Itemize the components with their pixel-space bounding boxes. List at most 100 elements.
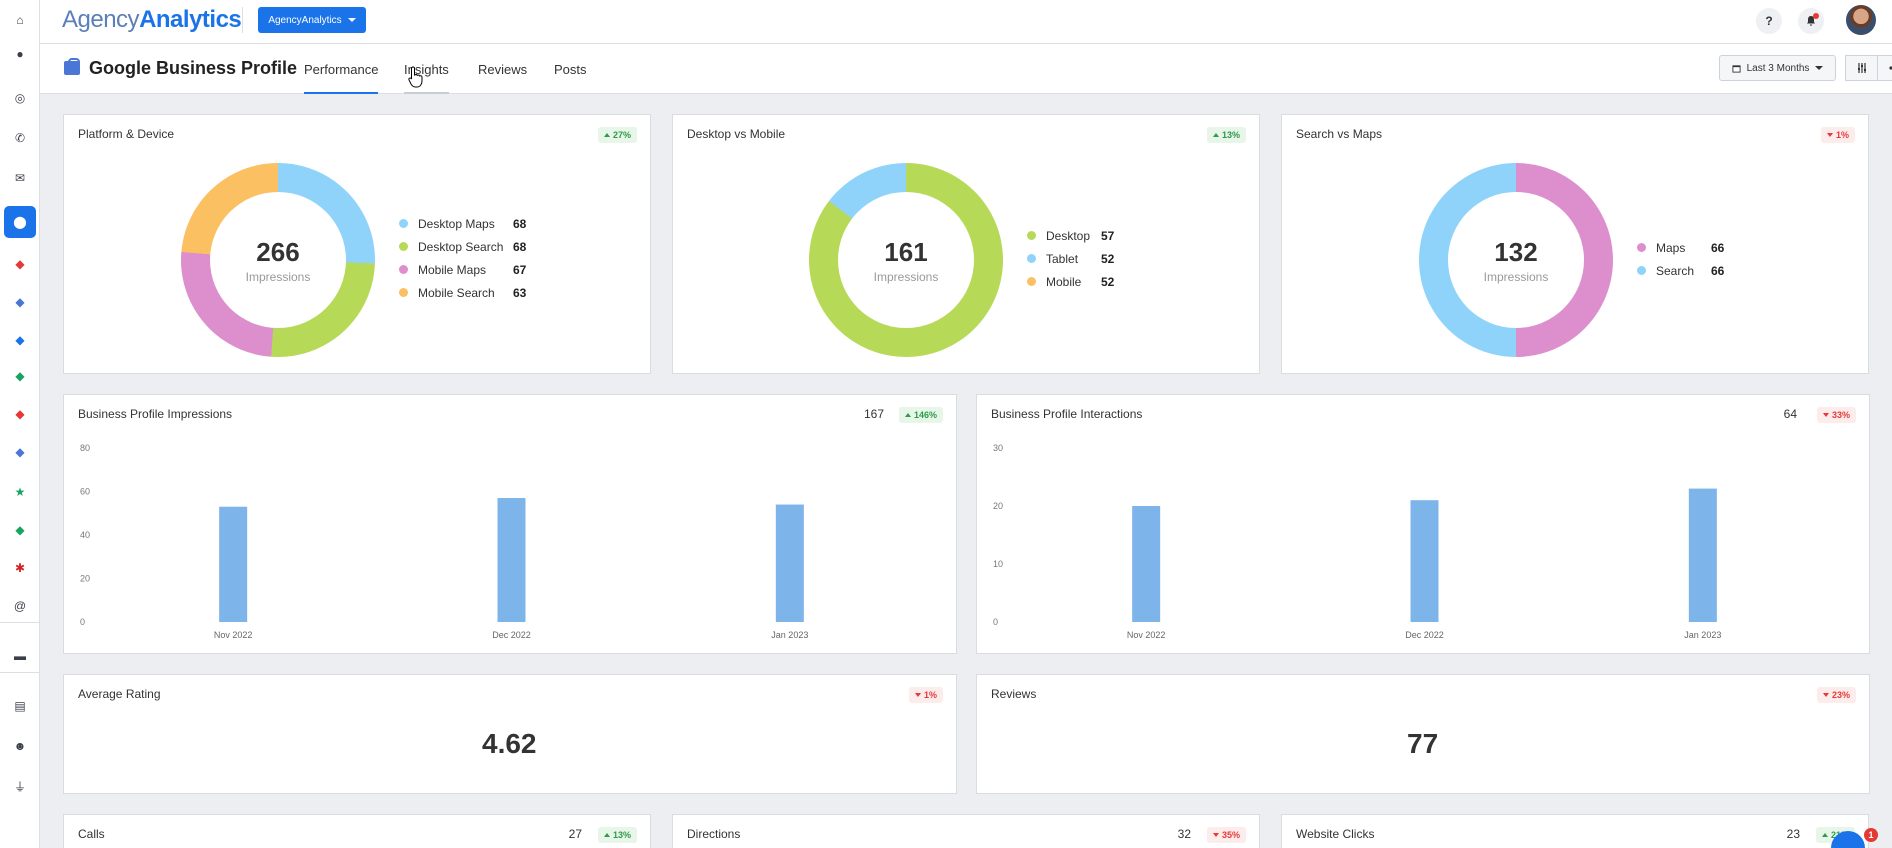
legend-label: Mobile (1046, 274, 1082, 289)
home-icon: ⌂ (16, 13, 24, 27)
bar[interactable] (219, 506, 248, 622)
notifications-button[interactable] (1798, 8, 1824, 34)
date-range-button[interactable]: Last 3 Months (1719, 55, 1836, 81)
card-title: Reviews (991, 687, 1037, 701)
y-tick-label: 0 (993, 617, 998, 627)
legend-item[interactable]: Search 66 (1637, 259, 1724, 282)
report-header: Google Business Profile Performance Insi… (40, 44, 1892, 94)
legend-item[interactable]: Tablet 52 (1027, 247, 1114, 270)
rail-item-8[interactable]: ◆ (4, 286, 36, 318)
plug-icon: ⏚ (13, 779, 26, 794)
change-badge: 1% (1820, 127, 1855, 143)
bar[interactable] (775, 504, 804, 622)
rail-item-15[interactable]: ✱ (4, 552, 36, 584)
desktop-vs-mobile-card: Desktop vs Mobile 13% 161 Impressions De… (672, 114, 1260, 374)
bar[interactable] (1688, 488, 1717, 622)
donut-total-label: Impressions (873, 269, 939, 284)
badge-value: 1% (1835, 130, 1849, 140)
rail-item-10[interactable]: ◆ (4, 360, 36, 392)
legend-item[interactable]: Desktop Maps 68 (399, 212, 526, 235)
card-title: Business Profile Impressions (78, 407, 233, 421)
y-tick-label: 20 (993, 501, 1003, 511)
rail-item-11[interactable]: ◆ (4, 398, 36, 430)
legend-item[interactable]: Mobile Search 63 (399, 281, 526, 304)
rail-item-19[interactable]: ☻ (4, 730, 36, 762)
calendar-icon (1732, 64, 1741, 73)
badge-value: 146% (913, 410, 937, 420)
integration-icon: ◆ (15, 257, 25, 271)
directions-card: Directions 32 35% (672, 814, 1260, 848)
rail-item-6[interactable]: ⬤ (4, 206, 36, 238)
rail-item-2[interactable]: ● (4, 38, 36, 70)
legend-item[interactable]: Desktop Search 68 (399, 235, 526, 258)
rail-item-4[interactable]: ✆ (4, 122, 36, 154)
legend-item[interactable]: Mobile Maps 67 (399, 258, 526, 281)
agency-analytics-logo[interactable]: AgencyAnalytics (62, 6, 242, 34)
customize-button[interactable] (1845, 55, 1878, 81)
rail-item-1[interactable]: ⌂ (4, 4, 36, 36)
user-avatar[interactable] (1846, 5, 1876, 35)
chat-launcher-button[interactable] (1831, 831, 1865, 848)
legend-item[interactable]: Mobile 52 (1027, 270, 1114, 293)
tab-label: Performance (304, 62, 379, 77)
y-tick-label: 10 (993, 559, 1003, 569)
donut-legend: Maps 66 Search 66 (1637, 236, 1724, 282)
bar[interactable] (497, 498, 526, 622)
location-pin-icon: ⬤ (13, 215, 27, 229)
donut-total-label: Impressions (1483, 269, 1549, 284)
arrow-up-icon (603, 833, 610, 837)
donut-total: 161 (884, 236, 928, 267)
page-title: Google Business Profile (89, 58, 298, 78)
rail-item-13[interactable]: ★ (4, 476, 36, 508)
legend-value: 66 (1711, 263, 1725, 278)
tab-reviews[interactable]: Reviews (478, 62, 527, 94)
arrow-up-icon (1821, 833, 1828, 837)
legend-value: 52 (1101, 274, 1115, 289)
bar[interactable] (1132, 506, 1161, 622)
legend-item[interactable]: Desktop 57 (1027, 224, 1114, 247)
legend-value: 66 (1711, 240, 1725, 255)
notification-dot (1813, 13, 1819, 19)
arrow-down-icon (1822, 693, 1829, 697)
donut-legend: Desktop 57 Tablet 52 Mobile 52 (1027, 224, 1114, 293)
x-tick-label: Dec 2022 (492, 630, 531, 640)
tab-insights[interactable]: Insights (404, 62, 449, 94)
legend-swatch (1637, 266, 1646, 275)
hand-cursor-icon (408, 66, 423, 88)
arrow-down-icon (1822, 413, 1829, 417)
rail-item-12[interactable]: ◆ (4, 436, 36, 468)
rail-item-3[interactable]: ◎ (4, 82, 36, 114)
card-title: Calls (78, 827, 105, 841)
legend-swatch (399, 288, 408, 297)
bar[interactable] (1410, 500, 1439, 622)
integration-icon: ◆ (15, 333, 25, 347)
rail-item-14[interactable]: ◆ (4, 514, 36, 546)
card-total: 27 (568, 827, 582, 841)
donut-total-label: Impressions (245, 269, 311, 284)
rail-item-18[interactable]: ▤ (4, 690, 36, 722)
card-title: Directions (687, 827, 741, 841)
rail-item-5[interactable]: ✉ (4, 162, 36, 194)
y-tick-label: 80 (80, 443, 90, 453)
tab-performance[interactable]: Performance (304, 62, 379, 94)
card-title: Search vs Maps (1296, 127, 1383, 141)
share-button[interactable] (1877, 55, 1892, 81)
agency-switcher-button[interactable]: AgencyAnalytics (258, 7, 366, 33)
help-button[interactable]: ? (1756, 8, 1782, 34)
impressions-card: Business Profile Impressions 167 146% 0 2… (63, 394, 957, 654)
rail-item-9[interactable]: ◆ (4, 324, 36, 356)
website-clicks-card: Website Clicks 23 21% (1281, 814, 1869, 848)
rail-item-17[interactable]: ▬ (4, 640, 36, 672)
search-vs-maps-donut: 132 Impressions (1419, 163, 1613, 357)
x-tick-label: Jan 2023 (771, 630, 808, 640)
rail-item-16[interactable]: @ (4, 590, 36, 622)
cart-icon: ▬ (14, 649, 26, 663)
arrow-down-icon (1212, 833, 1219, 837)
users-icon: ☻ (13, 739, 27, 753)
change-badge: 27% (597, 127, 637, 143)
legend-item[interactable]: Maps 66 (1637, 236, 1724, 259)
rail-item-7[interactable]: ◆ (4, 248, 36, 280)
rail-item-20[interactable]: ⏚ (4, 770, 36, 802)
card-title: Average Rating (78, 687, 161, 701)
tab-posts[interactable]: Posts (554, 62, 587, 94)
